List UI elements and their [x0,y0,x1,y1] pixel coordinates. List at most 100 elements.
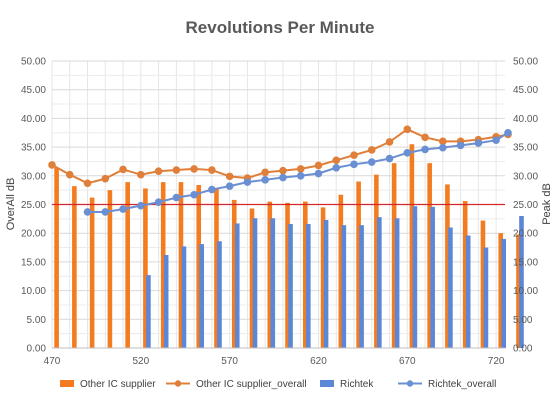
point-richtek-overall [154,198,163,207]
y-tick-label-right: 35.00 [513,143,538,154]
bar-other-ic-supplier [445,184,450,348]
bar-other-ic-supplier [498,233,504,348]
point-richtek-overall [101,208,110,216]
legend-swatch-other-ic-supplier [60,380,74,387]
x-tick-label: 720 [488,356,505,367]
bar-richtek [448,227,453,348]
point-other-ic-supplier-overall [83,179,92,188]
bar-richtek [270,218,276,348]
chart-title: Revolutions Per Minute [186,18,375,37]
bar-other-ic-supplier [462,201,468,348]
x-tick-label: 470 [44,356,61,367]
bar-other-ic-supplier [214,187,219,348]
x-tick-label: 670 [399,356,416,367]
point-richtek-overall [421,145,429,154]
bar-richtek [252,218,258,348]
bar-richtek [234,223,240,348]
y-tick-label-right: 45.00 [513,85,538,96]
y-tick-label-left: 25.00 [21,200,46,211]
point-richtek-overall [385,154,394,163]
legend-label-other-ic-supplier: Other IC supplier [80,379,156,390]
bar-richtek [288,224,293,348]
point-richtek-overall [190,190,198,199]
bar-other-ic-supplier [516,234,521,348]
y-tick-label-right: 30.00 [513,171,538,182]
y-tick-label-left: 15.00 [21,257,46,268]
y-tick-label-right: 0.00 [513,344,533,355]
point-other-ic-supplier-overall [350,151,358,159]
point-other-ic-supplier-overall [439,137,447,146]
bar-richtek [146,275,151,348]
bar-layer [54,144,524,348]
bar-other-ic-supplier [107,190,113,348]
bar-other-ic-supplier [196,184,202,348]
point-richtek-overall [403,149,412,157]
point-richtek-overall [332,163,341,172]
point-other-ic-supplier-overall [314,161,323,170]
y-tick-label-right: 15.00 [513,257,538,268]
bar-richtek [163,255,169,348]
point-other-ic-supplier-overall [137,170,145,179]
y-axis-label-right: Peak dB [541,183,553,225]
y-tick-label-left: 20.00 [21,229,46,240]
point-other-ic-supplier-overall [48,161,56,169]
point-other-ic-supplier-overall [261,168,269,177]
bar-other-ic-supplier [178,182,184,348]
bar-other-ic-supplier [285,202,290,348]
bar-richtek [519,215,524,348]
point-other-ic-supplier-overall [172,166,181,174]
y-tick-label-left: 30.00 [21,171,46,182]
bar-richtek [181,246,187,348]
point-other-ic-supplier-overall [296,165,305,173]
point-richtek-overall [137,201,145,210]
bar-other-ic-supplier [72,186,77,348]
point-other-ic-supplier-overall [367,146,376,154]
point-other-ic-supplier-overall [119,165,127,174]
point-other-ic-supplier-overall [225,172,234,181]
bar-richtek [199,244,205,348]
bar-richtek [412,206,418,348]
bar-richtek [217,241,222,348]
point-richtek-overall [314,169,323,178]
bar-other-ic-supplier [267,201,273,348]
bar-other-ic-supplier [356,181,361,348]
point-richtek-overall [439,143,447,152]
y-tick-label-right: 50.00 [513,57,538,68]
y-tick-label-right: 25.00 [513,200,538,211]
point-other-ic-supplier-overall [101,174,110,183]
y-tick-label-right: 20.00 [513,229,538,240]
point-other-ic-supplier-overall [154,167,163,176]
bar-other-ic-supplier [320,207,326,348]
line-layer [48,125,512,216]
bar-richtek [501,238,507,348]
point-richtek-overall [83,208,92,216]
point-richtek-overall [208,185,216,194]
bar-richtek [483,247,489,348]
point-richtek-overall [474,139,483,147]
y-tick-label-left: 35.00 [21,143,46,154]
bar-richtek [465,235,471,348]
point-other-ic-supplier-overall [421,133,429,142]
bar-other-ic-supplier [391,163,397,348]
y-tick-label-left: 45.00 [21,85,46,96]
bar-richtek [394,218,400,348]
y-tick-label-left: 10.00 [21,286,46,297]
point-other-ic-supplier-overall [279,166,287,175]
legend: Other IC supplier Other IC supplier_overa… [60,379,496,390]
bar-other-ic-supplier [374,174,379,348]
bar-other-ic-supplier [480,220,486,348]
point-other-ic-supplier-overall [332,156,341,165]
x-tick-label: 570 [221,356,238,367]
legend-label-richtek: Richtek [340,379,374,390]
legend-label-other-ic-supplier-overall: Other IC supplier_overall [196,379,307,390]
bar-other-ic-supplier [143,188,148,348]
point-richtek-overall [350,160,358,169]
y-tick-label-left: 0.00 [27,344,47,355]
bar-richtek [323,219,329,348]
bar-other-ic-supplier [427,163,432,348]
legend-marker-richtek-overall [406,380,414,387]
bar-other-ic-supplier [303,201,308,348]
point-richtek-overall [367,158,376,166]
